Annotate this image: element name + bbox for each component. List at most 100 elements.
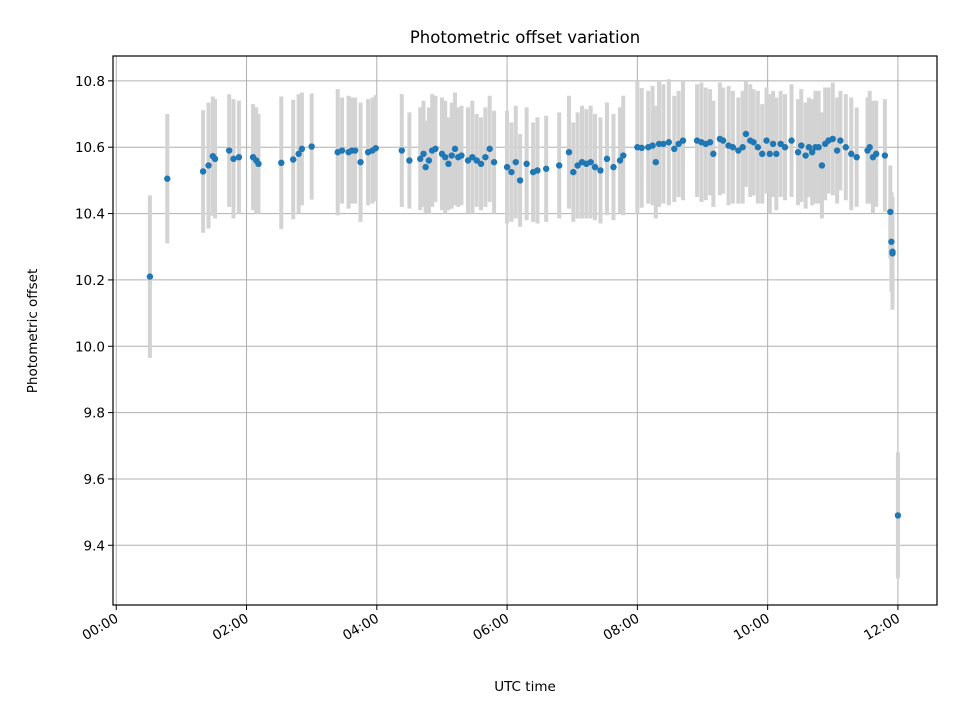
data-point [781, 144, 789, 151]
data-point [205, 162, 212, 169]
data-point [464, 157, 472, 164]
data-point [372, 145, 379, 152]
data-point [750, 139, 757, 146]
y-tick-label: 10.8 [75, 74, 105, 90]
data-point [888, 238, 895, 245]
data-point [422, 163, 429, 171]
data-point [773, 150, 780, 158]
data-point [591, 163, 599, 171]
data-point [665, 139, 673, 146]
y-axis-label: Photometric offset [25, 269, 41, 393]
data-point [351, 147, 359, 154]
data-point [290, 156, 297, 163]
data-point [298, 145, 306, 153]
y-tick-label: 10.2 [75, 273, 105, 289]
data-point [829, 135, 836, 143]
data-point [788, 137, 795, 144]
data-point [735, 147, 742, 154]
data-point [866, 144, 873, 151]
data-point [766, 150, 774, 158]
data-point [508, 168, 515, 176]
data-point [719, 137, 727, 144]
data-point [477, 160, 485, 168]
data-point [671, 145, 678, 153]
grid [113, 56, 937, 605]
data-point [808, 148, 816, 156]
data-point [742, 130, 750, 138]
data-point [842, 144, 850, 151]
data-point [729, 144, 737, 151]
data-point [565, 148, 573, 156]
data-point [235, 153, 243, 161]
data-point [420, 150, 427, 158]
data-point [679, 137, 687, 144]
data-point [652, 158, 660, 166]
data-point [587, 158, 594, 166]
data-point [660, 140, 667, 148]
data-point [777, 140, 784, 148]
data-point [798, 142, 805, 149]
data-point [425, 157, 433, 164]
data-point [230, 155, 237, 163]
data-point [442, 153, 449, 161]
data-point [503, 163, 511, 171]
data-point [794, 148, 802, 156]
data-point [534, 167, 541, 174]
data-point [482, 153, 489, 161]
data-point [146, 273, 154, 280]
data-point [833, 147, 841, 154]
data-point [675, 140, 682, 148]
data-point [574, 162, 581, 169]
data-point [894, 512, 902, 519]
data-point [710, 150, 717, 158]
data-point [512, 158, 519, 166]
data-point [555, 162, 563, 169]
data-point [417, 155, 424, 163]
data-point [837, 137, 844, 144]
data-point [473, 157, 480, 164]
y-tick-label: 10.0 [75, 339, 105, 355]
data-point [398, 147, 405, 154]
data-point [458, 152, 465, 159]
y-tick-label: 9.8 [84, 406, 105, 422]
data-point [255, 160, 262, 168]
data-point [754, 144, 762, 151]
data-point [818, 162, 826, 169]
data-point [805, 144, 813, 151]
data-point [308, 143, 315, 150]
data-point [802, 152, 809, 159]
data-point [603, 155, 611, 163]
data-point [406, 157, 413, 164]
data-point [469, 153, 476, 161]
data-point [278, 159, 285, 167]
data-point [516, 177, 524, 184]
y-tick-label: 10.6 [75, 140, 105, 156]
data-point [445, 160, 452, 168]
plot-frame [112, 55, 938, 606]
chart-title: Photometric offset variation [410, 28, 640, 47]
data-point [769, 140, 777, 148]
data-point [853, 153, 860, 161]
data-point [338, 147, 346, 154]
data-point [638, 144, 645, 152]
data-point [295, 150, 302, 158]
data-point [211, 155, 219, 163]
data-point [225, 147, 233, 154]
data-point [616, 157, 624, 164]
data-point [432, 145, 439, 153]
x-axis-label: UTC time [494, 679, 556, 695]
data-point [763, 137, 770, 144]
data-point [597, 167, 604, 174]
data-point [523, 160, 530, 168]
data-point [542, 165, 550, 172]
data-point [490, 158, 498, 166]
data-point [164, 175, 171, 182]
data-point [620, 152, 627, 159]
data-points [146, 130, 902, 519]
data-point [848, 150, 855, 158]
y-tick-label: 9.4 [84, 538, 105, 554]
data-point [357, 158, 364, 166]
data-point [486, 145, 493, 153]
data-point [649, 142, 656, 149]
